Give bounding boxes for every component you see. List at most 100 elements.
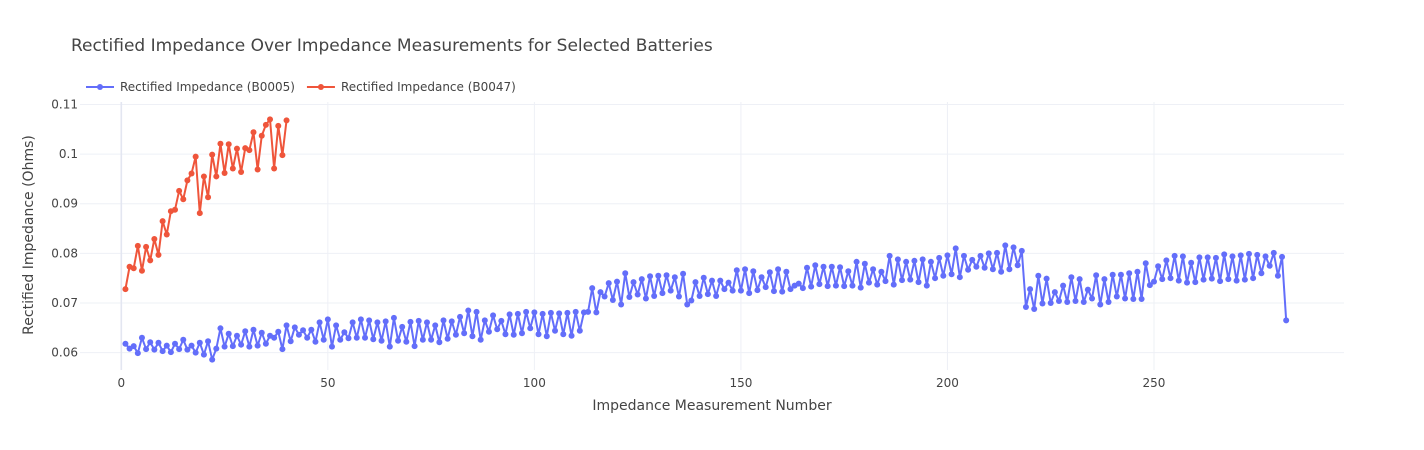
data-point xyxy=(585,308,592,315)
data-point xyxy=(638,276,645,283)
series-1 xyxy=(122,242,1290,363)
data-point xyxy=(333,322,340,329)
data-point xyxy=(498,317,505,324)
data-point xyxy=(593,309,600,316)
data-point xyxy=(671,274,678,281)
data-point xyxy=(271,165,278,172)
data-point xyxy=(436,339,443,346)
data-point xyxy=(547,309,554,316)
x-tick-label: 200 xyxy=(936,376,959,390)
data-point xyxy=(742,266,749,273)
data-point xyxy=(1014,262,1021,269)
data-point xyxy=(870,266,877,273)
data-point xyxy=(134,350,141,357)
data-point xyxy=(1274,272,1281,279)
y-tick-label: 0.11 xyxy=(51,97,78,111)
data-point xyxy=(238,341,245,348)
data-point xyxy=(1146,282,1153,289)
data-point xyxy=(820,263,827,270)
data-point xyxy=(134,242,141,249)
data-point xyxy=(1006,266,1013,273)
y-tick-label: 0.06 xyxy=(51,346,78,360)
data-point xyxy=(940,272,947,279)
series-2 xyxy=(122,116,290,293)
data-point xyxy=(258,329,265,336)
data-point xyxy=(737,287,744,294)
data-point xyxy=(1171,252,1178,259)
data-point xyxy=(779,288,786,295)
data-point xyxy=(502,331,509,338)
data-point xyxy=(1270,249,1277,256)
data-point xyxy=(246,343,253,350)
data-point xyxy=(1254,251,1261,258)
x-tick-label: 100 xyxy=(523,376,546,390)
data-point xyxy=(151,346,158,353)
data-point xyxy=(1217,278,1224,285)
y-tick-label: 0.08 xyxy=(51,246,78,260)
data-point xyxy=(700,274,707,281)
data-point xyxy=(461,330,468,337)
data-point xyxy=(576,327,583,334)
data-point xyxy=(163,231,170,238)
data-point xyxy=(1002,242,1009,249)
data-point xyxy=(659,290,666,297)
data-point xyxy=(221,169,228,176)
data-point xyxy=(1022,303,1029,310)
series-line xyxy=(124,118,288,290)
legend-label: Rectified Impedance (B0005) xyxy=(120,80,295,94)
data-point xyxy=(287,338,294,345)
data-point xyxy=(1093,272,1100,279)
data-point xyxy=(147,339,154,346)
data-point xyxy=(213,173,220,180)
data-point xyxy=(477,336,484,343)
y-tick-label: 0.07 xyxy=(51,296,78,310)
data-point xyxy=(349,319,356,326)
x-tick-label: 150 xyxy=(729,376,752,390)
data-point xyxy=(374,319,381,326)
data-point xyxy=(523,308,530,315)
data-point xyxy=(965,266,972,273)
data-point xyxy=(969,256,976,263)
data-point xyxy=(824,283,831,290)
data-point xyxy=(680,270,687,277)
data-point xyxy=(138,267,145,274)
data-point xyxy=(444,335,451,342)
data-point xyxy=(766,269,773,276)
data-point xyxy=(490,312,497,319)
data-point xyxy=(704,291,711,298)
data-point xyxy=(936,254,943,261)
data-point xyxy=(275,328,282,335)
data-point xyxy=(973,263,980,270)
data-point xyxy=(180,336,187,343)
x-axis-title: Impedance Measurement Number xyxy=(592,398,831,414)
data-point xyxy=(828,263,835,270)
data-point xyxy=(1064,299,1071,306)
legend: Rectified Impedance (B0005) Rectified Imp… xyxy=(86,80,516,94)
data-point xyxy=(783,268,790,275)
data-point xyxy=(386,343,393,350)
data-point xyxy=(209,151,216,158)
data-point xyxy=(176,346,183,353)
data-point xyxy=(184,177,191,184)
data-point xyxy=(448,318,455,325)
data-point xyxy=(473,308,480,315)
x-tick-label: 250 xyxy=(1143,376,1166,390)
data-point xyxy=(1163,257,1170,264)
data-point xyxy=(399,323,406,330)
data-point xyxy=(324,316,331,323)
data-point xyxy=(353,334,360,341)
data-point xyxy=(362,334,369,341)
data-point xyxy=(403,338,410,345)
data-point xyxy=(184,346,191,353)
data-point xyxy=(217,140,224,147)
data-point xyxy=(1031,305,1038,312)
data-point xyxy=(948,271,955,278)
data-point xyxy=(605,280,612,287)
data-point xyxy=(1097,301,1104,308)
data-point xyxy=(651,293,658,300)
data-point xyxy=(506,311,513,318)
data-point xyxy=(713,293,720,300)
data-point xyxy=(1084,286,1091,293)
data-point xyxy=(923,282,930,289)
data-point xyxy=(1051,289,1058,296)
